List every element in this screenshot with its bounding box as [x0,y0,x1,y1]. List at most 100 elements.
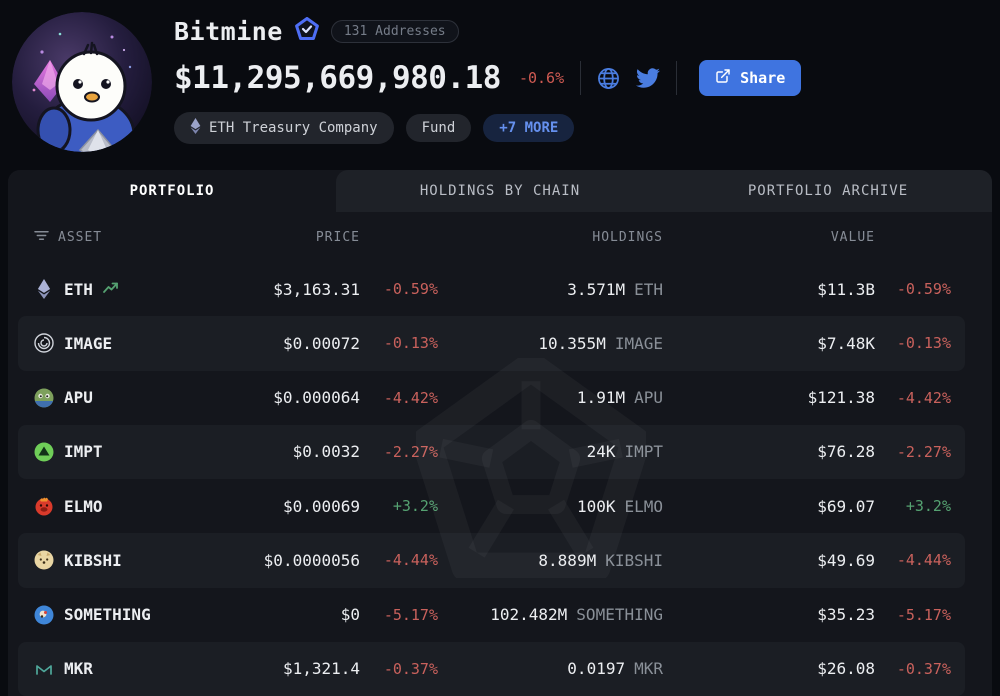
image-token-icon [34,333,54,354]
col-value[interactable]: VALUE [830,229,875,245]
value: $121.38 [807,388,875,408]
value-change: -4.44% [896,551,951,570]
holdings-ticker: MKR [634,659,663,679]
holdings-amount: 102.482M [490,605,568,625]
mkr-token-icon [34,659,54,679]
value: $26.08 [817,659,875,679]
value-change: -4.42% [896,388,951,407]
holdings-ticker: ELMO [624,496,663,516]
price-change: -4.44% [383,551,438,570]
tag-eth-treasury[interactable]: ETH Treasury Company [174,112,394,144]
price: $1,321.4 [282,659,360,679]
price-change: -0.59% [383,280,438,299]
portfolio-panel: PORTFOLIO HOLDINGS BY CHAIN PORTFOLIO AR… [8,170,992,696]
value: $49.69 [817,550,875,570]
impt-token-icon [34,442,54,462]
total-change: -0.6% [518,69,565,87]
verified-badge-icon [294,17,319,45]
share-button[interactable]: Share [699,60,802,96]
tag-more[interactable]: +7 MORE [483,114,575,142]
profile-header: Bitmine 131 Addresses $11,295,669,980.18… [0,0,1000,170]
asset-name: IMAGE [64,333,113,353]
tab-portfolio-archive[interactable]: PORTFOLIO ARCHIVE [664,170,992,212]
value-change: -2.27% [896,442,951,461]
table-row-apu[interactable]: APU $0.000064 -4.42% 1.91M APU $121.38 -4… [18,371,965,425]
asset-name: IMPT [64,442,103,462]
price-change: -2.27% [383,442,438,461]
filter-icon[interactable] [34,229,49,246]
penguin-avatar-image [12,12,152,152]
trend-up-icon[interactable] [103,280,120,299]
holdings-ticker: APU [634,388,663,408]
holdings-amount: 8.889M [538,550,597,570]
tab-bar: PORTFOLIO HOLDINGS BY CHAIN PORTFOLIO AR… [8,170,992,212]
tag-label: +7 MORE [499,120,559,136]
holdings-ticker: ETH [634,279,663,299]
tab-holdings-by-chain[interactable]: HOLDINGS BY CHAIN [336,170,664,212]
apu-token-icon [34,388,54,408]
table-row-image[interactable]: IMAGE $0.00072 -0.13% 10.355M IMAGE $7.48… [18,316,965,371]
col-asset[interactable]: ASSET [58,229,103,245]
price-change: -4.42% [383,388,438,407]
asset-name: ETH [64,279,93,299]
price: $0.0000056 [263,550,360,570]
divider [580,61,582,95]
col-price[interactable]: PRICE [315,229,360,245]
kibshi-token-icon [34,550,54,570]
table-header: ASSET PRICE HOLDINGS VALUE [18,212,965,262]
value: $7.48K [817,333,875,353]
holdings-amount: 10.355M [538,333,606,353]
holdings-ticker: SOMETHING [576,605,663,625]
website-globe-icon[interactable] [597,67,620,90]
value: $11.3B [817,279,875,299]
value: $69.07 [817,496,875,516]
tag-label: ETH Treasury Company [209,120,378,136]
col-holdings[interactable]: HOLDINGS [592,229,663,245]
price-change: -0.37% [383,659,438,678]
title-row: Bitmine 131 Addresses [174,14,986,48]
holdings-amount: 1.91M [576,388,626,408]
tab-portfolio[interactable]: PORTFOLIO [8,170,336,212]
value-change: -5.17% [896,605,951,624]
addresses-badge[interactable]: 131 Addresses [330,19,459,43]
price: $0.0032 [292,442,360,462]
asset-name: MKR [64,659,93,679]
value: $35.23 [817,605,875,625]
tag-fund[interactable]: Fund [405,114,472,142]
asset-name: SOMETHING [64,605,151,625]
holdings-amount: 3.571M [567,279,626,299]
divider [676,61,678,95]
holdings-ticker: IMAGE [614,333,663,353]
value-change: -0.13% [896,334,951,353]
value-change: +3.2% [905,497,951,516]
value: $76.28 [817,442,875,462]
price: $0 [340,605,360,625]
table-row-kibshi[interactable]: KIBSHI $0.0000056 -4.44% 8.889M KIBSHI $4… [18,533,965,588]
eth-diamond-icon [190,118,201,138]
price: $0.00069 [282,496,360,516]
price: $3,163.31 [273,279,360,299]
asset-name: KIBSHI [64,550,122,570]
table-row-mkr[interactable]: MKR $1,321.4 -0.37% 0.0197 MKR $26.08 -0.… [18,641,965,696]
tag-label: Fund [421,120,456,136]
assets-table: ASSET PRICE HOLDINGS VALUE ETH [8,212,992,696]
tags-row: ETH Treasury Company Fund +7 MORE [174,112,986,144]
table-row-eth[interactable]: ETH $3,163.31 -0.59% 3.571M ETH $11.3B -0… [18,262,965,316]
table-row-elmo[interactable]: ELMO $0.00069 +3.2% 100K ELMO $69.07 +3.2… [18,479,965,533]
total-value: $11,295,669,980.18 [174,60,501,96]
asset-name: APU [64,388,93,408]
table-row-something[interactable]: SOMETHING $0 -5.17% 102.482M SOMETHING $3… [18,588,965,642]
price-change: -5.17% [383,605,438,624]
holdings-ticker: IMPT [624,442,663,462]
share-label: Share [740,69,786,87]
holdings-ticker: KIBSHI [605,550,663,570]
asset-name: ELMO [64,496,103,516]
share-icon [715,68,731,88]
page-title: Bitmine [174,16,283,46]
avatar [12,12,152,152]
holdings-amount: 24K [586,442,616,462]
something-token-icon [34,605,54,625]
price-change: -0.13% [383,334,438,353]
table-row-impt[interactable]: IMPT $0.0032 -2.27% 24K IMPT $76.28 -2.27… [18,424,965,479]
twitter-icon[interactable] [636,66,661,90]
